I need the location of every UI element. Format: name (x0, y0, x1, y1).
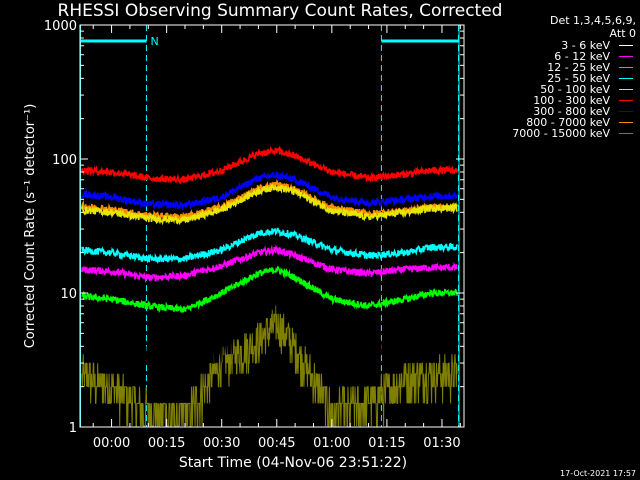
series-line-1 (81, 244, 458, 283)
legend-swatch (619, 133, 633, 134)
axes: 1 10 100 1000 00:00 00:15 00:30 00:45 01:00 01:15… (44, 19, 464, 451)
legend-entry: 12 - 25 keV (484, 62, 636, 73)
y-tick-label: 10 (60, 287, 77, 302)
y-tick-label: 100 (52, 153, 77, 168)
chart-title: RHESSI Observing Summary Count Rates, Co… (57, 1, 503, 21)
legend-swatch (619, 45, 633, 46)
series-line-2 (81, 265, 458, 314)
legend-entry: 800 - 7000 keV (484, 117, 636, 128)
legend-label: 800 - 7000 keV (526, 116, 610, 129)
series-line-5 (81, 145, 458, 185)
x-tick-label: 01:00 (313, 436, 350, 451)
legend-swatch (619, 100, 633, 101)
x-tick-label: 01:30 (423, 436, 460, 451)
legend-swatch (619, 78, 633, 79)
legend-label: 50 - 100 keV (540, 83, 610, 96)
legend-label: 3 - 6 keV (561, 39, 610, 52)
x-tick-label: 00:00 (93, 436, 130, 451)
night-bands: N (79, 25, 460, 427)
legend-entry: 300 - 800 keV (484, 106, 636, 117)
night-label: N (150, 35, 158, 48)
legend: Det 1,3,4,5,6,9, Att 0 3 - 6 keV 6 - 12 k… (484, 14, 636, 139)
legend-label: 25 - 50 keV (547, 72, 610, 85)
x-tick-label: 00:30 (203, 436, 240, 451)
y-tick-label: 1000 (44, 19, 77, 34)
series-line-0 (81, 273, 458, 375)
timestamp: 17-Oct-2021 17:57 (560, 469, 636, 478)
x-tick-label: 01:15 (368, 436, 405, 451)
legend-entry: 3 - 6 keV (484, 40, 636, 51)
legend-detector-line: Det 1,3,4,5,6,9, (549, 14, 636, 27)
series-line-4 (81, 184, 458, 226)
series-line-3 (81, 227, 458, 264)
series-line-8 (81, 305, 458, 427)
x-axis-label: Start Time (04-Nov-06 23:51:22) (179, 455, 407, 471)
legend-swatch (619, 67, 633, 68)
plot-frame (79, 24, 465, 428)
legend-label: 7000 - 15000 keV (512, 127, 610, 140)
legend-swatch (619, 122, 633, 123)
legend-entry: 7000 - 15000 keV (484, 128, 636, 139)
legend-entry: 50 - 100 keV (484, 84, 636, 95)
legend-swatch (619, 111, 633, 112)
y-tick-label: 1 (69, 421, 77, 436)
legend-attenuator-line: Att 0 (609, 27, 636, 40)
series-line-6 (81, 170, 458, 211)
legend-label: 300 - 800 keV (533, 105, 610, 118)
legend-entry: 6 - 12 keV (484, 51, 636, 62)
legend-label: 6 - 12 keV (554, 50, 610, 63)
legend-label: 12 - 25 keV (547, 61, 610, 74)
legend-label: 100 - 300 keV (533, 94, 610, 107)
y-axis-label: Corrected Count Rate (s⁻¹ detector⁻¹) (23, 104, 38, 349)
x-tick-label: 00:15 (148, 436, 185, 451)
legend-entry: 25 - 50 keV (484, 73, 636, 84)
legend-swatch (619, 56, 633, 57)
series-lines (81, 145, 458, 427)
legend-swatch (619, 89, 633, 90)
legend-entry: 100 - 300 keV (484, 95, 636, 106)
x-tick-label: 00:45 (258, 436, 295, 451)
